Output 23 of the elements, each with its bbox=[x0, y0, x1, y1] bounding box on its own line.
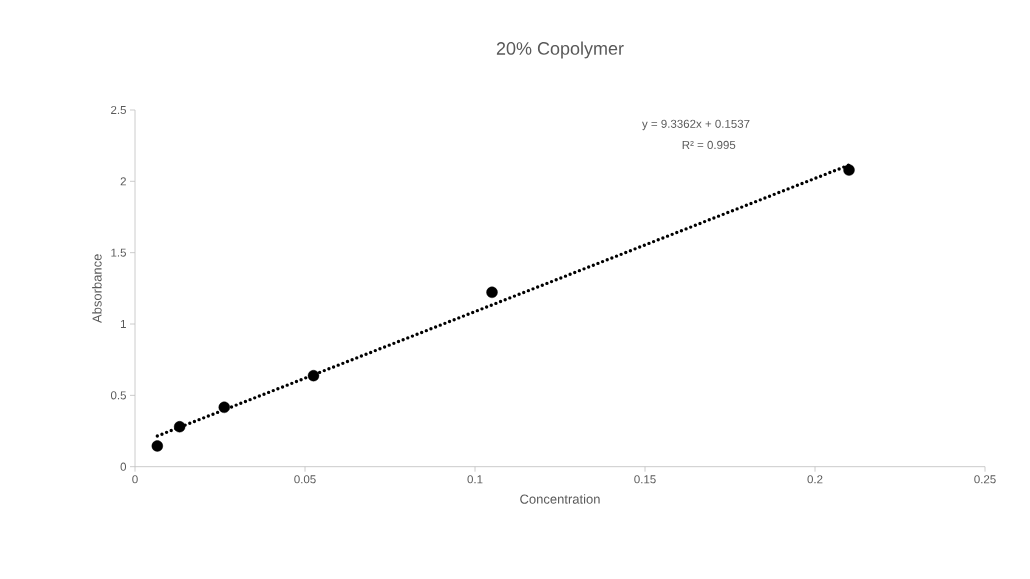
chart-title: 20% Copolymer bbox=[496, 41, 624, 59]
point bbox=[218, 401, 230, 414]
point bbox=[307, 369, 320, 382]
y-tick-label: 1.5 bbox=[111, 248, 126, 257]
x-tick-label: 0 bbox=[132, 475, 138, 484]
annotation: y = 9.3362x + 0.1537 bbox=[642, 119, 750, 131]
point bbox=[486, 286, 498, 299]
y-tick-label: 0 bbox=[120, 462, 127, 471]
y-axis-title: Absorbance bbox=[92, 254, 102, 323]
point bbox=[173, 421, 186, 433]
x-tick-label: 0.05 bbox=[294, 475, 316, 484]
x-tick-label: 0.2 bbox=[807, 475, 823, 484]
y-tick-label: 0.5 bbox=[110, 391, 126, 400]
x-axis-title: Concentration bbox=[520, 494, 600, 504]
y-tick-label: 2 bbox=[120, 177, 126, 186]
point bbox=[843, 164, 855, 176]
x-tick-label: 0.15 bbox=[634, 475, 656, 484]
annotation: R² = 0.995 bbox=[682, 140, 736, 150]
x-tick-label: 0.1 bbox=[467, 475, 483, 484]
y-tick-label: 1 bbox=[120, 320, 126, 328]
y-tick-label: 2.5 bbox=[111, 105, 126, 115]
x-tick-label: 0.25 bbox=[974, 475, 996, 484]
point bbox=[151, 440, 163, 452]
